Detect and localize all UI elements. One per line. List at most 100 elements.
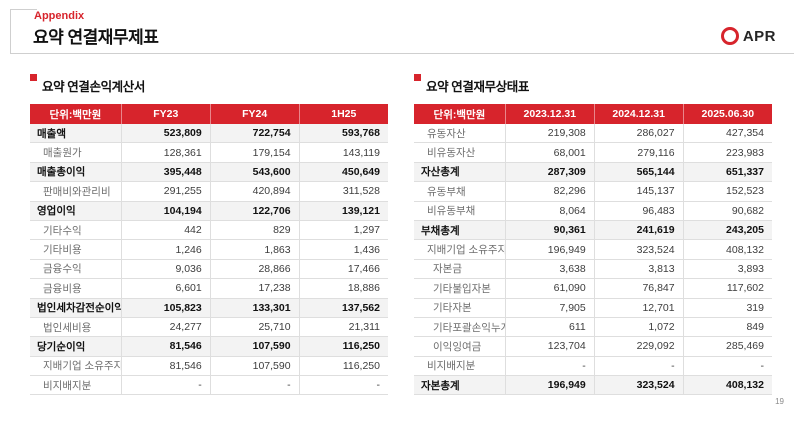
row-value: 117,602 [683,278,772,299]
row-label: 기타비용 [30,239,122,260]
row-value: 450,649 [299,162,388,183]
row-label: 지배기업 소유주지분 [30,356,122,377]
row-label: 부채총계 [414,220,506,241]
table-row: 비유동자산 68,001 279,116 223,983 [414,142,772,163]
row-value: 145,137 [594,181,684,202]
row-label: 판매비와관리비 [30,181,122,202]
row-label: 기타수익 [30,220,122,241]
row-value: 76,847 [594,278,684,299]
row-label: 매출총이익 [30,162,122,183]
row-value: 1,072 [594,317,684,338]
column-header-cell: 1H25 [299,104,388,124]
row-value: 722,754 [210,124,300,144]
row-value: 565,144 [594,162,684,183]
row-value: 196,949 [505,239,595,260]
row-value: 139,121 [299,201,388,221]
row-label: 법인세비용 [30,317,122,338]
row-value: 122,706 [210,201,300,221]
row-value: 323,524 [594,239,684,260]
row-value: 311,528 [299,181,388,202]
row-value: 849 [683,317,772,338]
row-value: 96,483 [594,201,684,221]
row-value: 61,090 [505,278,595,299]
table-row: 기타수익 442 829 1,297 [30,220,388,241]
column-header-cell: 2023.12.31 [505,104,595,124]
row-value: 179,154 [210,142,300,163]
row-value: 12,701 [594,298,684,318]
row-label: 유동부채 [414,181,506,202]
row-value: - [594,356,684,377]
row-value: 1,246 [121,239,211,260]
row-label: 자본총계 [414,375,506,396]
red-square-bullet-icon [414,74,421,81]
appendix-label: Appendix [34,10,85,22]
row-value: 408,132 [683,239,772,260]
row-label: 기타불입자본 [414,278,506,299]
row-label: 자본금 [414,259,506,280]
row-value: 523,809 [121,124,211,144]
row-value: 611 [505,317,595,338]
section-title-text: 요약 연결손익계산서 [42,80,145,94]
row-value: 241,619 [594,220,684,241]
table-row: 금융비용 6,601 17,238 18,886 [30,278,388,299]
column-header-cell: FY24 [210,104,300,124]
income-statement-section: 요약 연결손익계산서 단위:백만원 FY23 FY24 1H25 매출액 523,… [30,74,388,396]
row-value: 223,983 [683,142,772,163]
row-label: 비지배지분 [414,356,506,377]
row-value: 219,308 [505,124,595,144]
row-value: 28,866 [210,259,300,280]
table-row: 매출원가 128,361 179,154 143,119 [30,142,388,163]
row-value: 420,894 [210,181,300,202]
row-value: - [299,375,388,396]
row-value: 286,027 [594,124,684,144]
table-row: 비지배지분 - - - [30,375,388,396]
row-value: 1,297 [299,220,388,241]
column-header-cell: 2024.12.31 [594,104,684,124]
row-label: 금융비용 [30,278,122,299]
unit-header-cell: 단위:백만원 [414,104,506,124]
header-divider [10,53,794,54]
row-value: 107,590 [210,336,300,357]
table-row: 자본총계 196,949 323,524 408,132 [414,375,772,396]
row-value: 829 [210,220,300,241]
table-row: 법인세차감전순이익 105,823 133,301 137,562 [30,298,388,318]
row-label: 매출원가 [30,142,122,163]
row-value: 3,893 [683,259,772,280]
row-label: 비유동부채 [414,201,506,221]
row-value: 104,194 [121,201,211,221]
red-square-bullet-icon [30,74,37,81]
table-header-row: 단위:백만원 2023.12.31 2024.12.31 2025.06.30 [414,104,772,124]
page-number: 19 [775,397,784,406]
table-row: 법인세비용 24,277 25,710 21,311 [30,317,388,338]
row-value: 291,255 [121,181,211,202]
table-row: 이익잉여금 123,704 229,092 285,469 [414,336,772,357]
row-value: - [210,375,300,396]
table-row: 매출총이익 395,448 543,600 450,649 [30,162,388,183]
row-label: 기타포괄손익누계액 [414,317,506,338]
row-value: 25,710 [210,317,300,338]
row-value: 116,250 [299,336,388,357]
row-value: 408,132 [683,375,772,396]
row-value: 82,296 [505,181,595,202]
row-value: 133,301 [210,298,300,318]
row-value: 3,638 [505,259,595,280]
row-value: 21,311 [299,317,388,338]
table-row: 영업이익 104,194 122,706 139,121 [30,201,388,221]
table-row: 비지배지분 - - - [414,356,772,377]
row-value: 128,361 [121,142,211,163]
content-area: 요약 연결손익계산서 단위:백만원 FY23 FY24 1H25 매출액 523,… [30,74,772,396]
row-value: 6,601 [121,278,211,299]
row-label: 지배기업 소유주지분 [414,239,506,260]
table-row: 금융수익 9,036 28,866 17,466 [30,259,388,280]
row-value: - [683,356,772,377]
table-row: 자산총계 287,309 565,144 651,337 [414,162,772,183]
table-row: 매출액 523,809 722,754 593,768 [30,124,388,144]
unit-header-cell: 단위:백만원 [30,104,122,124]
section-title-text: 요약 연결재무상태표 [426,80,529,94]
row-value: 543,600 [210,162,300,183]
table-row: 자본금 3,638 3,813 3,893 [414,259,772,280]
title-corner-bracket [10,9,37,54]
